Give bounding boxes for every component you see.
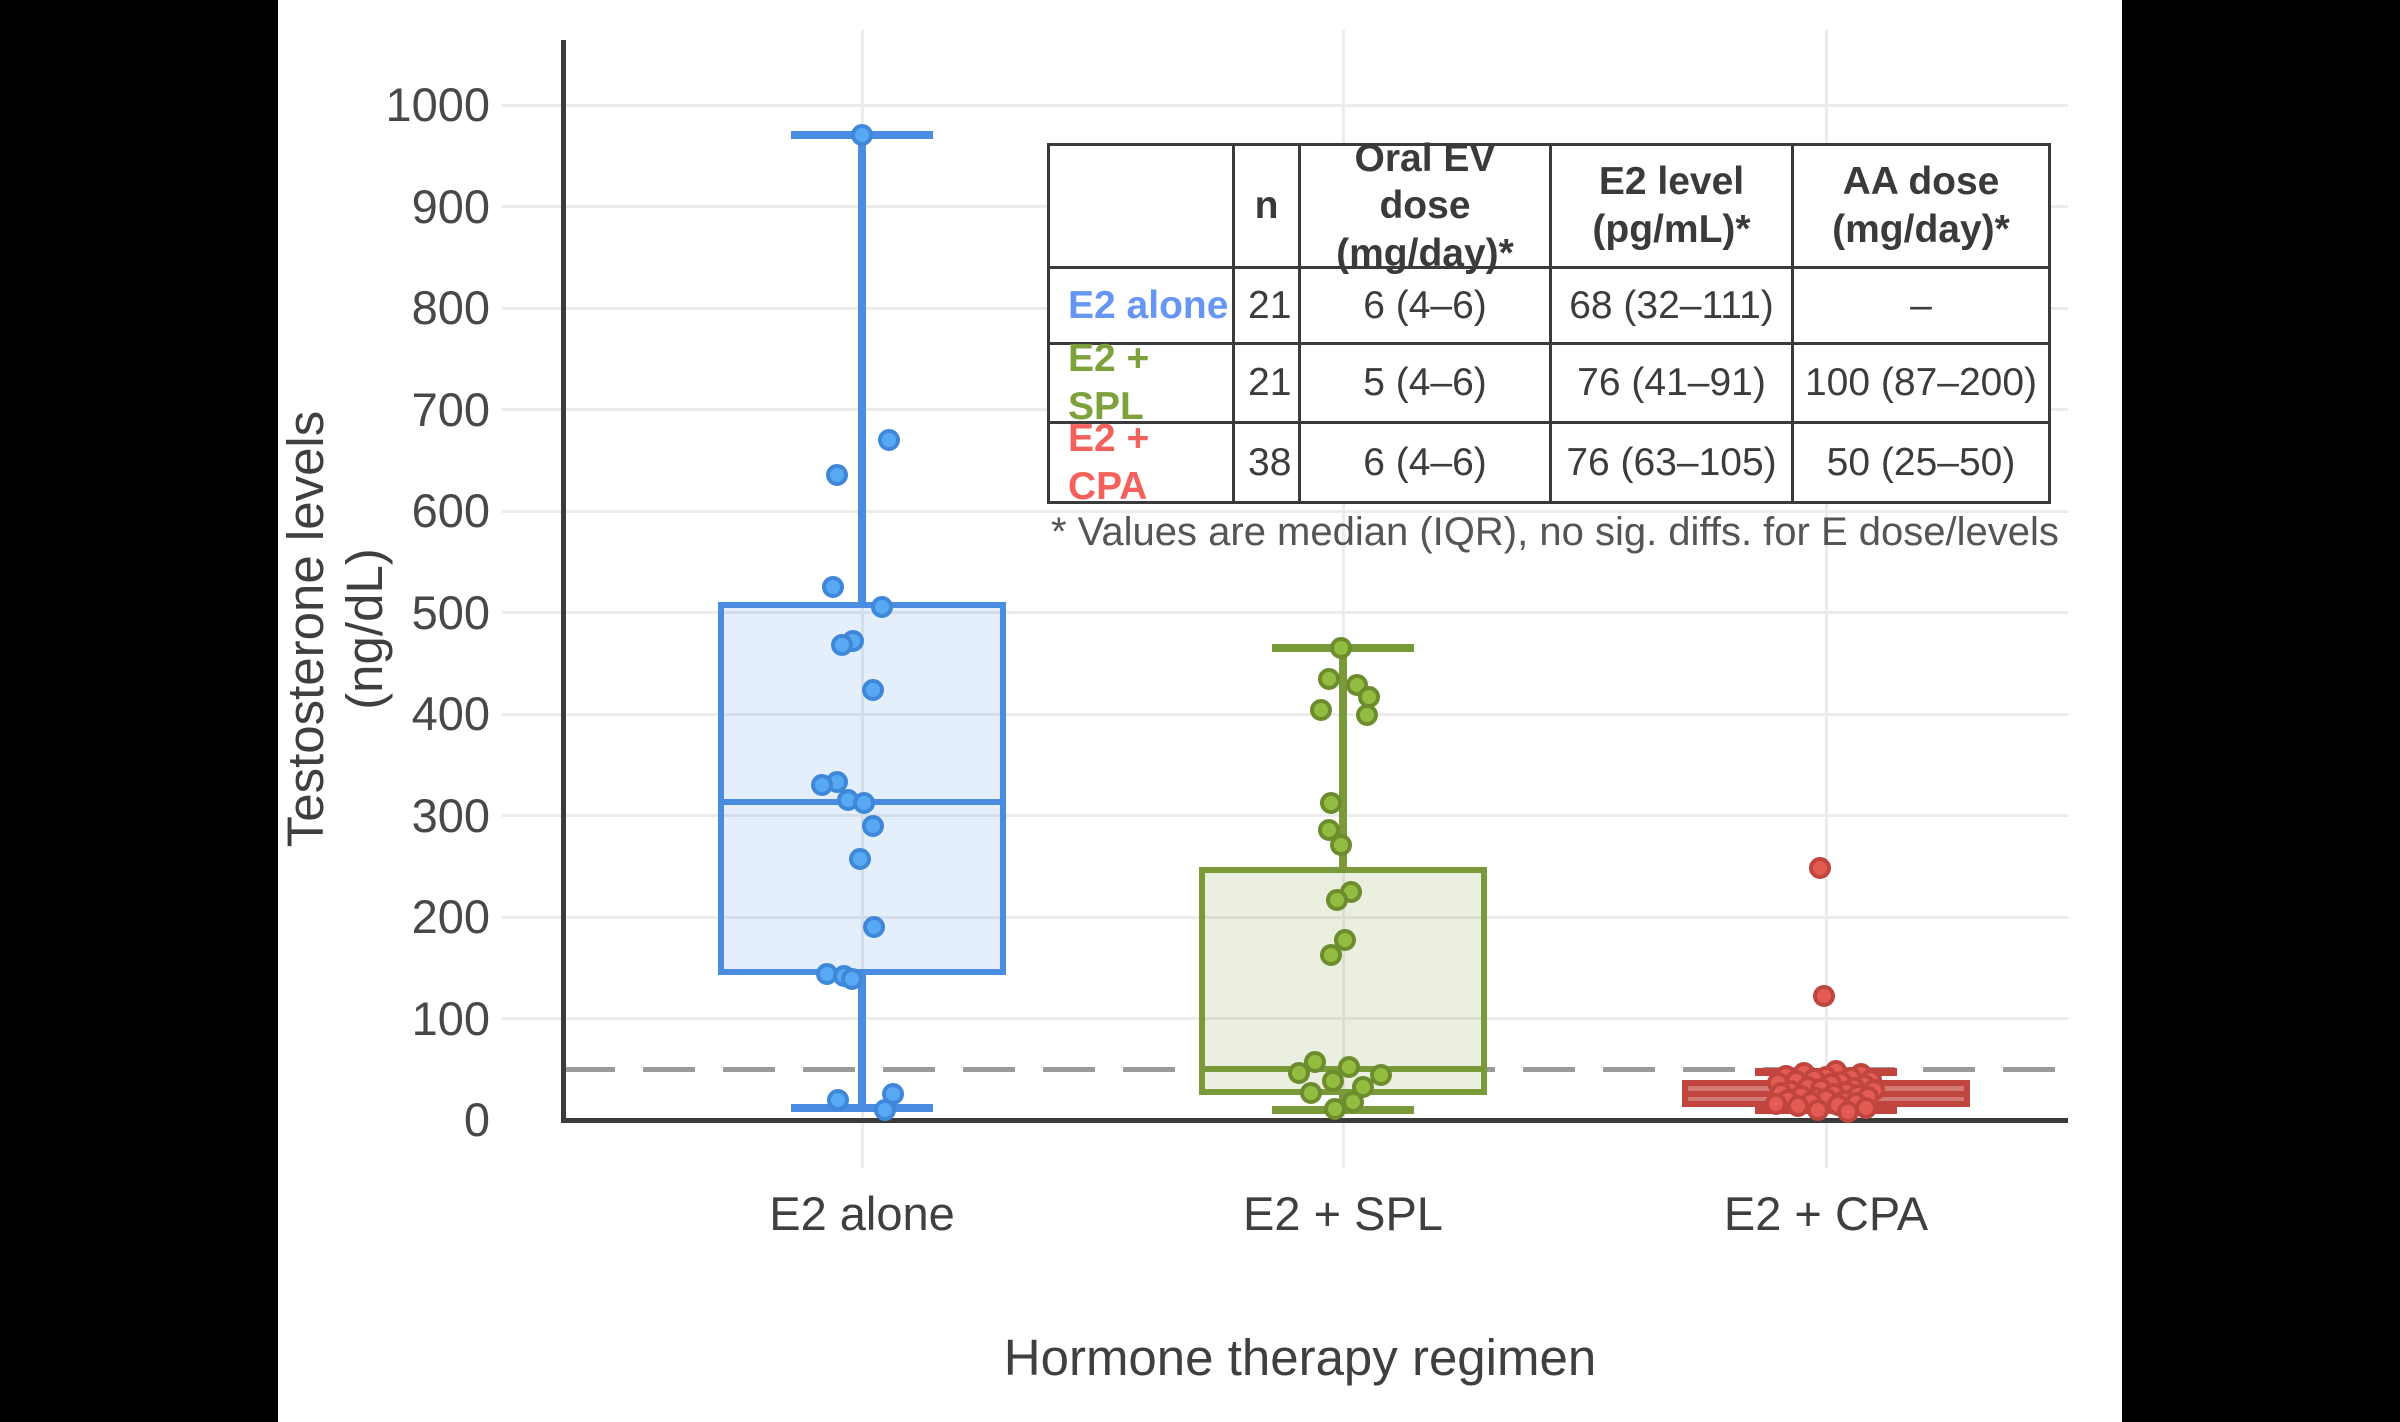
y-gridline [502,611,2068,614]
x-tick-label: E2 + CPA [1723,1187,1929,1240]
y-tick-label: 100 [411,991,490,1045]
cell-aa-dose: – [1794,269,2048,345]
category-gridline [1341,30,1345,1168]
y-gridline [502,509,2068,513]
category-gridline [1824,30,1828,1168]
y-tick-label: 0 [463,1093,490,1146]
cell-e2-level: 68 (32–111) [1552,269,1794,345]
x-tick-label: E2 alone [769,1187,955,1240]
data-point [1324,1097,1346,1120]
data-point [1787,1094,1809,1117]
y-tick-label: 1000 [385,78,490,131]
data-point [871,596,893,619]
data-point [1837,1100,1859,1123]
summary-table: n Oral EV dose (mg/day)* E2 level (pg/mL… [1047,137,2051,508]
box-e2-alone [718,602,1006,975]
data-point [853,792,875,815]
y-tick-label: 800 [411,281,490,334]
y-tick-label: 700 [411,382,490,436]
table-row-e2-alone: E2 alone 21 6 (4–6) 68 (32–111) – [1050,269,2048,345]
table-header-blank [1050,146,1235,269]
y-tick-label: 400 [411,687,490,740]
data-point [1765,1092,1787,1115]
y-tick-label: 600 [411,484,490,537]
data-point [863,916,885,939]
data-point [822,576,844,599]
data-point [874,1098,896,1121]
table-footnote: * Values are median (IQR), no sig. diffs… [1051,510,2059,554]
x-axis-title: Hormone therapy regimen [1003,1329,1597,1386]
data-point [1330,637,1352,660]
data-point [826,464,848,487]
cell-e2-level: 76 (41–91) [1552,345,1794,424]
data-point [841,967,863,990]
cell-ev-dose: 6 (4–6) [1301,269,1552,345]
data-point [1370,1064,1392,1087]
y-tick-label: 200 [411,890,490,943]
y-tick-label: 500 [411,585,490,639]
data-point [1338,1056,1360,1079]
data-point [878,428,900,451]
cell-ev-dose: 6 (4–6) [1301,424,1552,501]
whisker-cap-min [791,1103,933,1112]
data-point [1334,929,1356,952]
data-point [851,124,873,147]
cell-aa-dose: 50 (25–50) [1826,440,2016,484]
cell-ev-dose: 5 (4–6) [1301,345,1552,424]
data-point [1326,888,1348,911]
data-point [1304,1051,1326,1074]
table-header-e2-level: E2 level (pg/mL)* [1552,146,1794,269]
y-gridline [502,712,2068,716]
data-point [831,633,853,656]
data-point [1807,1098,1829,1121]
table-header-aa-dose: AA dose (mg/day)* [1794,146,2048,269]
x-axis-line [560,1117,2068,1123]
cell-e2-level: 76 (63–105) [1552,424,1794,501]
table-row-e2-cpa: E2 + CPA 38 6 (4–6) 76 (63–105) 50 (25–5… [1050,417,2048,508]
x-tick-label: E2 + SPL [1243,1187,1443,1240]
data-point [862,814,884,837]
cell-n: 38 [1235,424,1301,501]
data-point [1310,698,1332,721]
data-point [1320,792,1342,815]
data-point [1320,943,1342,966]
data-point [1318,668,1340,691]
cell-n: 21 [1235,269,1301,345]
data-point [849,848,871,871]
cell-aa-dose: 100 (87–200) [1794,345,2048,424]
upper-whisker [858,135,866,603]
y-tick-label: 300 [411,788,490,842]
data-point [1300,1081,1322,1104]
row-label-e2-spl: E2 + SPL [1050,337,1235,428]
y-gridline [502,1017,2068,1020]
table-row-e2-spl: E2 + SPL 21 5 (4–6) 76 (41–91) 100 (87–2… [1050,337,2048,428]
row-label-e2-alone: E2 alone [1050,269,1235,345]
y-gridline [502,814,2068,817]
table-header-row: n Oral EV dose (mg/day)* E2 level (pg/mL… [1050,137,2048,275]
data-point [1813,985,1835,1008]
table-header-ev-dose: Oral EV dose (mg/day)* [1301,137,1552,275]
cell-n: 21 [1235,345,1301,424]
data-point [1322,1070,1344,1093]
y-gridline [502,915,2068,919]
row-label-e2-cpa: E2 + CPA [1050,417,1235,508]
data-point [811,774,833,797]
data-point [1809,857,1831,880]
upper-whisker [1339,648,1347,868]
table-header-n: n [1235,146,1301,269]
y-axis-line [560,40,566,1123]
lower-whisker [858,974,866,1108]
y-tick-label: 900 [411,179,490,233]
data-point [827,1088,849,1111]
data-point [1356,704,1378,726]
data-point [862,678,884,701]
y-axis-title: Testosterone levels (ng/dL) [277,410,393,848]
y-gridline [502,103,2068,107]
data-point [1330,833,1352,856]
data-point [1288,1062,1310,1085]
